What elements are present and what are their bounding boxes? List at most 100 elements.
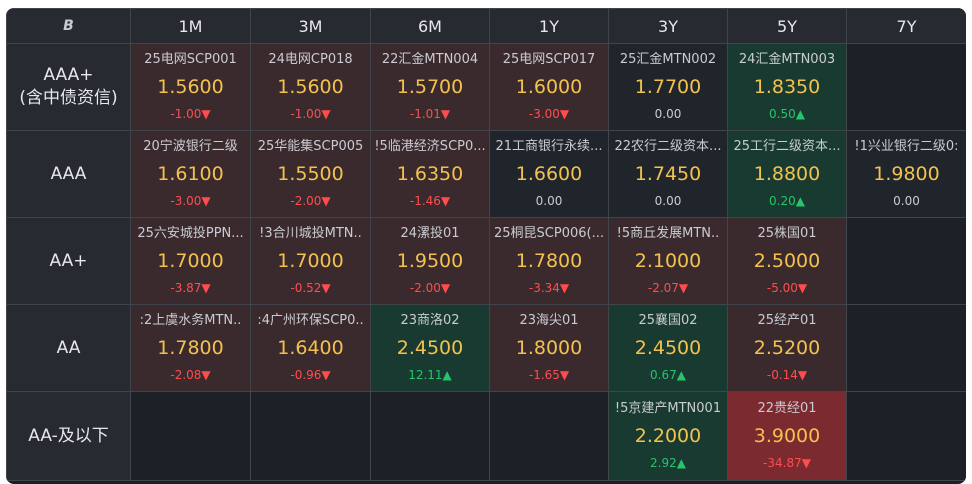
yield-change: -1.46▼ xyxy=(409,194,451,208)
bond-name: 22汇金MTN004 xyxy=(381,52,479,67)
bond-cell-aa-5y[interactable]: 25经产01 2.5200 -0.14▼ xyxy=(727,304,847,392)
bond-yield: 1.6000 xyxy=(515,76,583,98)
yield-change: -3.00▼ xyxy=(170,194,211,208)
bond-cell-aa-plus-5y[interactable]: 25株国01 2.5000 -5.00▼ xyxy=(727,217,847,305)
bond-yield: 1.5600 xyxy=(157,76,224,98)
bond-cell-aa-minus-below-5y[interactable]: 22贵经01 3.9000 -34.87▼ xyxy=(727,391,847,481)
bond-cell-aaa-1m[interactable]: 20宁波银行二级 1.6100 -3.00▼ xyxy=(130,130,251,218)
yield-change: -2.00▼ xyxy=(290,194,331,208)
bond-cell-aaa-plus-1y[interactable]: 25电网SCP017 1.6000 -3.00▼ xyxy=(489,43,609,131)
bond-name: !1兴业银行二级0: xyxy=(854,139,959,154)
rating-label-aa-minus-below: AA-及以下 xyxy=(6,391,131,481)
bond-name: 24电网CP018 xyxy=(268,52,353,67)
bond-cell-aaa-7y[interactable]: !1兴业银行二级0: 1.9800 0.00 xyxy=(846,130,966,218)
bond-yield-matrix-panel: B 1M 3M 6M 1Y 3Y 5Y 7Y AAA+ (含中债资信) 25电网SC… xyxy=(6,8,966,484)
rating-row: AAA 20宁波银行二级 1.6100 -3.00▼ 25华能集SCP005 1.5500… xyxy=(6,130,966,218)
tenor-header-3m[interactable]: 3M xyxy=(250,8,371,44)
bond-cell-aaa-3m[interactable]: 25华能集SCP005 1.5500 -2.00▼ xyxy=(250,130,371,218)
bond-yield: 2.1000 xyxy=(634,250,702,272)
bond-yield: 2.5200 xyxy=(753,337,821,359)
bond-cell-aa-plus-3y[interactable]: !5商丘发展MTN.. 2.1000 -2.07▼ xyxy=(608,217,728,305)
bond-yield: 2.4500 xyxy=(396,337,464,359)
bond-cell-aa-minus-below-3m xyxy=(250,391,371,481)
bond-cell-aa-3y[interactable]: 25襄国02 2.4500 0.67▲ xyxy=(608,304,728,392)
bond-yield: 1.6100 xyxy=(157,163,224,185)
bond-cell-aaa-5y[interactable]: 25工行二级资本... 1.8800 0.20▲ xyxy=(727,130,847,218)
yield-change: -34.87▼ xyxy=(763,456,811,470)
yield-change: -0.52▼ xyxy=(290,281,331,295)
bond-cell-aaa-plus-3y[interactable]: 25汇金MTN002 1.7700 0.00 xyxy=(608,43,728,131)
bond-cell-aa-3m[interactable]: :4广州环保SCP0.. 1.6400 -0.96▼ xyxy=(250,304,371,392)
bond-cell-aaa-6m[interactable]: !5临港经济SCP0... 1.6350 -1.46▼ xyxy=(370,130,490,218)
yield-change: -1.00▼ xyxy=(170,107,211,121)
rating-row: AA-及以下 !5京建产MTN001 2.2000 2.92▲ 22贵经01 3.9000… xyxy=(6,391,966,481)
yield-change: -3.34▼ xyxy=(528,281,570,295)
bond-yield: 3.9000 xyxy=(753,425,821,447)
rating-label-line: AAA xyxy=(50,163,87,184)
rating-label-aa: AA xyxy=(6,304,131,392)
tenor-header-3y[interactable]: 3Y xyxy=(608,8,728,44)
bond-cell-aa-minus-below-1m xyxy=(130,391,251,481)
bond-cell-aa-7y xyxy=(846,304,966,392)
bond-name: 25桐昆SCP006(... xyxy=(494,226,604,241)
bond-cell-aa-plus-1m[interactable]: 25六安城投PPN... 1.7000 -3.87▼ xyxy=(130,217,251,305)
bond-name: :2上虞水务MTN.. xyxy=(139,313,242,328)
bond-cell-aa-minus-below-1y xyxy=(489,391,609,481)
rating-label-aaa: AAA xyxy=(6,130,131,218)
bond-name: 21工商银行永续... xyxy=(495,139,603,154)
rating-label-line: AA+ xyxy=(49,250,88,271)
bond-cell-aaa-plus-3m[interactable]: 24电网CP018 1.5600 -1.00▼ xyxy=(250,43,371,131)
yield-change: -2.07▼ xyxy=(647,281,689,295)
bond-cell-aa-plus-6m[interactable]: 24漯投01 1.9500 -2.00▼ xyxy=(370,217,490,305)
bond-yield: 1.9800 xyxy=(873,163,940,185)
yield-change: -2.00▼ xyxy=(409,281,451,295)
rating-row: AAA+ (含中债资信) 25电网SCP001 1.5600 -1.00▼ 24电网CP0… xyxy=(6,43,966,131)
bond-name: 24漯投01 xyxy=(400,226,460,241)
rating-row: AA+ 25六安城投PPN... 1.7000 -3.87▼ !3合川城投MTN.. 1.… xyxy=(6,217,966,305)
bond-yield: 1.7000 xyxy=(157,250,224,272)
rating-label-line: AA-及以下 xyxy=(28,425,109,446)
bond-yield: 1.7800 xyxy=(157,337,224,359)
bond-yield: 2.5000 xyxy=(753,250,821,272)
rating-label-line: (含中债资信) xyxy=(19,88,118,108)
yield-change: 2.92▲ xyxy=(650,456,686,470)
bond-yield: 1.6600 xyxy=(515,163,583,185)
bond-yield: 1.8800 xyxy=(753,163,821,185)
bond-name: 23商洛02 xyxy=(400,313,460,328)
bond-cell-aaa-plus-6m[interactable]: 22汇金MTN004 1.5700 -1.01▼ xyxy=(370,43,490,131)
bond-yield: 1.6350 xyxy=(396,163,464,185)
rating-label-line: AAA+ xyxy=(43,65,94,85)
bond-cell-aa-plus-3m[interactable]: !3合川城投MTN.. 1.7000 -0.52▼ xyxy=(250,217,371,305)
bond-cell-aa-minus-below-3y[interactable]: !5京建产MTN001 2.2000 2.92▲ xyxy=(608,391,728,481)
bond-cell-aa-plus-1y[interactable]: 25桐昆SCP006(... 1.7800 -3.34▼ xyxy=(489,217,609,305)
tenor-header-5y[interactable]: 5Y xyxy=(727,8,847,44)
bond-cell-aaa-plus-1m[interactable]: 25电网SCP001 1.5600 -1.00▼ xyxy=(130,43,251,131)
tenor-header-1m[interactable]: 1M xyxy=(130,8,251,44)
bond-cell-aa-1m[interactable]: :2上虞水务MTN.. 1.7800 -2.08▼ xyxy=(130,304,251,392)
bond-cell-aaa-plus-5y[interactable]: 24汇金MTN003 1.8350 0.50▲ xyxy=(727,43,847,131)
yield-change: -3.87▼ xyxy=(170,281,211,295)
bond-name: 25电网SCP001 xyxy=(144,52,237,67)
bond-cell-aa-1y[interactable]: 23海尖01 1.8000 -1.65▼ xyxy=(489,304,609,392)
bond-cell-aaa-3y[interactable]: 22农行二级资本... 1.7450 0.00 xyxy=(608,130,728,218)
bond-name: 22贵经01 xyxy=(757,401,817,416)
bond-cell-aaa-plus-7y xyxy=(846,43,966,131)
bond-name: !5京建产MTN001 xyxy=(614,401,722,416)
bond-yield: 2.2000 xyxy=(634,425,702,447)
bond-name: !3合川城投MTN.. xyxy=(259,226,362,241)
bond-cell-aa-minus-below-7y xyxy=(846,391,966,481)
yield-change: -3.00▼ xyxy=(528,107,570,121)
yield-change: -5.00▼ xyxy=(766,281,808,295)
bond-cell-aa-6m[interactable]: 23商洛02 2.4500 12.11▲ xyxy=(370,304,490,392)
tenor-header-6m[interactable]: 6M xyxy=(370,8,490,44)
bond-cell-aaa-1y[interactable]: 21工商银行永续... 1.6600 0.00 xyxy=(489,130,609,218)
yield-change: 0.50▲ xyxy=(769,107,805,121)
logo-icon: B xyxy=(6,8,131,44)
tenor-header-1y[interactable]: 1Y xyxy=(489,8,609,44)
bond-yield: 2.4500 xyxy=(634,337,702,359)
yield-change: 0.00 xyxy=(654,107,682,121)
yield-change: 0.00 xyxy=(654,194,682,208)
yield-matrix-table: B 1M 3M 6M 1Y 3Y 5Y 7Y AAA+ (含中债资信) 25电网SC… xyxy=(6,8,966,481)
tenor-header-7y[interactable]: 7Y xyxy=(846,8,966,44)
bond-name: !5商丘发展MTN.. xyxy=(616,226,720,241)
